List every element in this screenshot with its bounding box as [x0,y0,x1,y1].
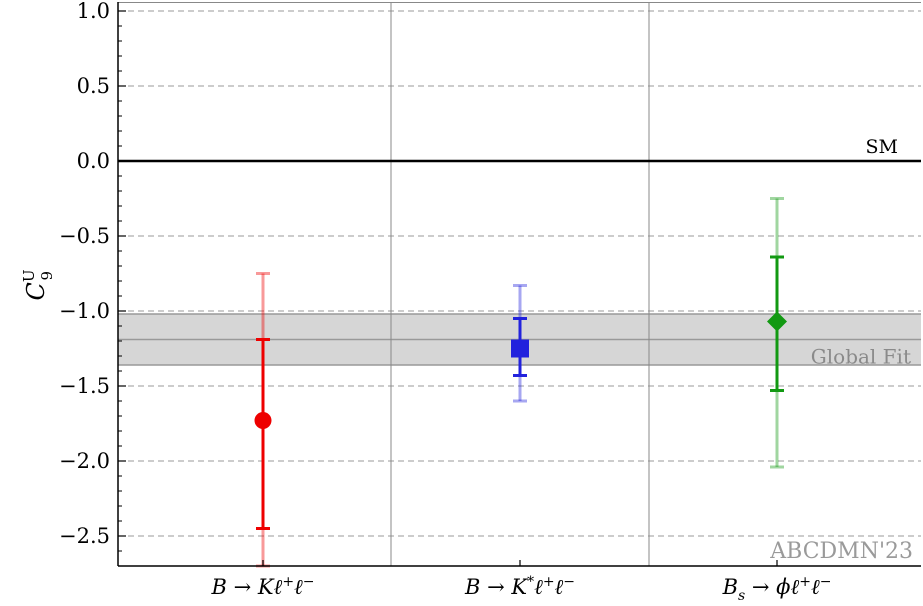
y-tick-label: −1.5 [59,374,110,398]
category-label-phi: Bs → ϕℓ+ℓ− [722,574,832,604]
data-points [254,197,787,568]
category-dividers [118,2,921,566]
y-axis-label: CU9 [20,269,56,300]
y-tick-label: 0.5 [77,74,110,98]
labels: Global Fit SM 1.0 0.5 0.0 −0.5 −1.0 −1.5 −2.0 −2.… [20,0,913,604]
watermark: ABCDMN'23 [769,539,913,564]
y-tick-label: 1.0 [77,0,110,23]
data-point-group [511,284,529,403]
y-tick-label: 0.0 [77,149,110,173]
y-tick-label: −2.0 [59,449,110,473]
category-label-k: B → Kℓ+ℓ− [210,574,314,599]
gridlines [118,10,921,537]
data-point-group [767,197,787,469]
y-tick-label: −1.0 [59,299,110,323]
data-point-marker [767,311,787,332]
y-tick-label: −0.5 [59,224,110,248]
data-point-marker [511,339,529,358]
sm-label: SM [866,136,898,158]
category-label-kstar: B → K*ℓ+ℓ− [464,574,575,599]
data-point-marker [254,412,272,429]
y-axis-label-text: CU9 [20,269,56,300]
global-fit-label: Global Fit [811,345,911,369]
y-tick-label: −2.5 [59,524,110,548]
axes [117,2,921,567]
